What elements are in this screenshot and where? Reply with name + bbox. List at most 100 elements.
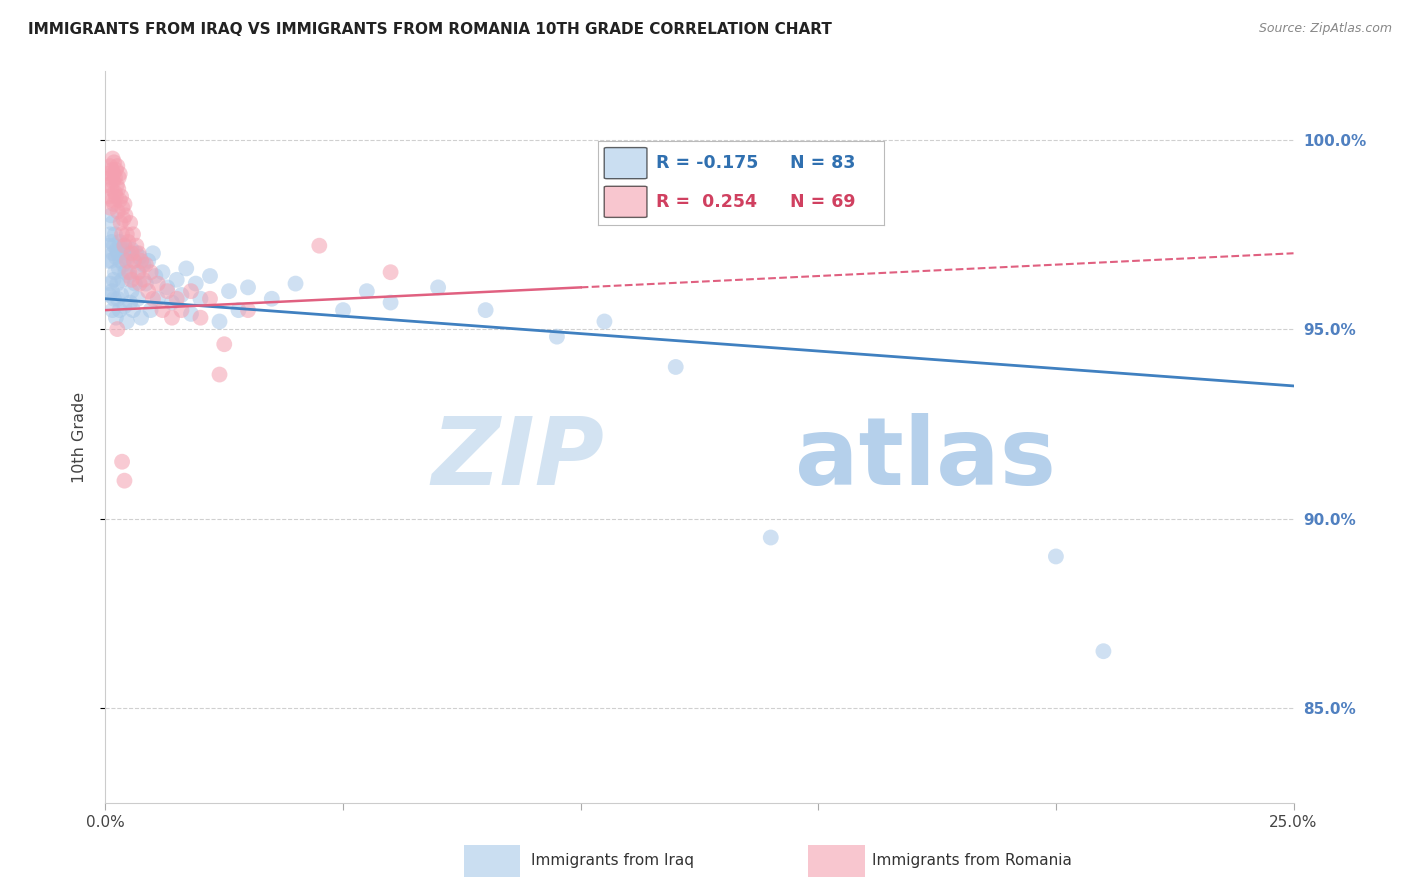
Point	[380, 295, 402, 310]
Point	[110, 288, 132, 302]
Point	[101, 284, 124, 298]
Point	[180, 284, 202, 298]
Point	[129, 310, 152, 325]
Point	[104, 250, 127, 264]
Point	[101, 193, 124, 207]
Point	[111, 227, 134, 242]
Point	[121, 246, 143, 260]
Point	[105, 178, 128, 192]
Point	[121, 284, 143, 298]
Point	[122, 253, 145, 268]
Point	[114, 197, 136, 211]
Point	[152, 265, 174, 279]
Point	[107, 182, 129, 196]
Point	[122, 303, 145, 318]
Point	[98, 288, 121, 302]
Point	[236, 280, 259, 294]
Point	[101, 174, 124, 188]
Text: ZIP: ZIP	[432, 413, 605, 505]
Point	[115, 250, 138, 264]
Point	[546, 329, 568, 343]
Point	[146, 292, 169, 306]
Point	[105, 277, 128, 291]
Point	[115, 253, 138, 268]
Point	[118, 268, 141, 283]
Point	[139, 265, 162, 279]
Text: R =  0.254: R = 0.254	[655, 193, 756, 211]
Point	[105, 322, 128, 336]
Point	[198, 268, 221, 283]
Point	[166, 292, 188, 306]
Point	[128, 265, 150, 279]
Point	[214, 337, 236, 351]
Point	[170, 303, 193, 318]
Point	[284, 277, 307, 291]
Text: R = -0.175: R = -0.175	[655, 154, 758, 172]
Point	[160, 295, 183, 310]
Point	[143, 268, 166, 283]
Point	[107, 204, 129, 219]
Point	[121, 273, 143, 287]
Point	[114, 238, 136, 252]
Point	[146, 277, 169, 291]
Point	[218, 284, 240, 298]
Point	[127, 265, 149, 279]
Point	[208, 368, 231, 382]
Point	[142, 292, 165, 306]
Point	[98, 277, 121, 291]
Point	[174, 261, 197, 276]
Point	[97, 238, 120, 252]
Point	[117, 246, 139, 260]
Point	[120, 295, 142, 310]
Point	[112, 258, 135, 272]
Point	[136, 253, 159, 268]
Point	[107, 170, 129, 185]
FancyBboxPatch shape	[605, 186, 647, 218]
Point	[111, 243, 134, 257]
Point	[100, 182, 122, 196]
Point	[665, 359, 688, 374]
Point	[114, 208, 136, 222]
Point	[107, 292, 129, 306]
Text: N = 69: N = 69	[790, 193, 855, 211]
Point	[132, 258, 155, 272]
Point	[308, 238, 330, 252]
Point	[208, 314, 231, 328]
Point	[97, 178, 120, 192]
Point	[1045, 549, 1067, 564]
Point	[128, 250, 150, 264]
Point	[107, 261, 129, 276]
Point	[103, 238, 125, 252]
Point	[114, 474, 136, 488]
Point	[139, 303, 162, 318]
Point	[156, 284, 179, 298]
Point	[142, 246, 165, 260]
Point	[152, 303, 174, 318]
Point	[112, 212, 135, 227]
Point	[593, 314, 616, 328]
Text: Immigrants from Romania: Immigrants from Romania	[872, 854, 1071, 868]
Text: Immigrants from Iraq: Immigrants from Iraq	[531, 854, 695, 868]
Point	[160, 310, 183, 325]
Point	[380, 265, 402, 279]
Point	[228, 303, 250, 318]
Point	[114, 238, 136, 252]
Point	[127, 292, 149, 306]
Point	[111, 273, 134, 287]
Point	[135, 277, 157, 291]
Point	[117, 235, 139, 249]
Point	[104, 170, 127, 185]
Point	[122, 253, 145, 268]
Point	[114, 299, 136, 313]
Point	[1092, 644, 1115, 658]
Point	[170, 288, 193, 302]
Point	[111, 201, 134, 215]
Point	[108, 303, 131, 318]
Point	[128, 246, 150, 260]
Point	[97, 253, 120, 268]
Text: atlas: atlas	[794, 413, 1056, 505]
Text: Source: ZipAtlas.com: Source: ZipAtlas.com	[1258, 22, 1392, 36]
Point	[104, 162, 127, 177]
Point	[103, 167, 125, 181]
Point	[98, 227, 121, 242]
